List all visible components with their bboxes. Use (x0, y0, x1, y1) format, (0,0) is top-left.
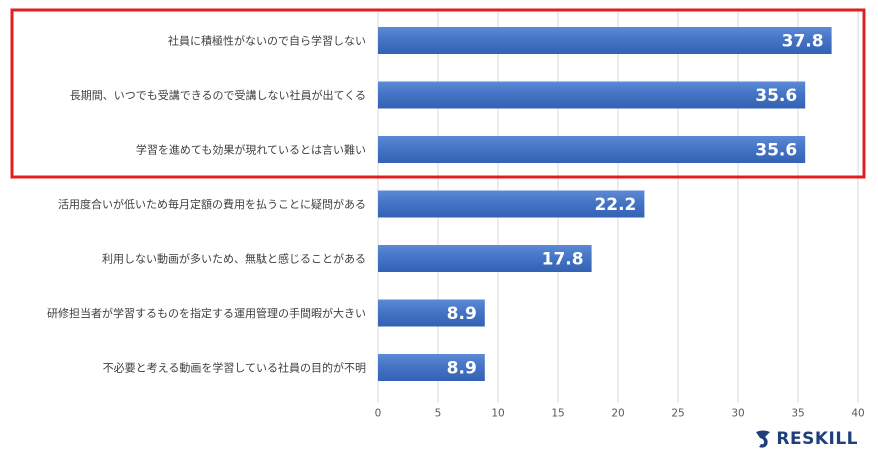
category-label: 不必要と考える動画を学習している社員の目的が不明 (103, 361, 366, 375)
category-labels: 社員に積極性がないので自ら学習しない長期間、いつでも受講できるので受講しない社員… (47, 34, 366, 375)
data-label: 35.6 (755, 141, 797, 161)
data-label: 8.9 (447, 304, 477, 324)
bar (378, 245, 592, 272)
bar (378, 136, 806, 163)
category-label: 学習を進めても効果が現れているとは言い難い (136, 143, 366, 157)
category-label: 活用度合いが低いため毎月定額の費用を払うことに疑問がある (58, 197, 366, 211)
data-label: 37.8 (782, 32, 824, 52)
category-label: 研修担当者が学習するものを指定する運用管理の手間暇が大きい (47, 306, 366, 320)
x-tick-label: 35 (791, 408, 804, 420)
data-label: 17.8 (542, 250, 584, 270)
bar (378, 354, 485, 381)
category-label: 社員に積極性がないので自ら学習しない (168, 34, 366, 48)
highlight-box (10, 8, 866, 179)
data-label: 8.9 (447, 359, 477, 379)
bars (378, 27, 832, 381)
x-tick-label: 10 (491, 408, 504, 420)
x-tick-label: 25 (671, 408, 684, 420)
x-tick-label: 15 (551, 408, 564, 420)
x-tick-label: 30 (731, 408, 744, 420)
bar (378, 27, 832, 54)
category-label: 長期間、いつでも受講できるので受講しない社員が出てくる (70, 88, 366, 102)
brand-logo: RESKILL (753, 428, 858, 450)
reskill-logo-icon (756, 430, 771, 448)
brand-name: RESKILL (776, 429, 858, 449)
data-labels: 37.8 35.6 35.6 22.2 17.8 8.9 8.9 (447, 32, 824, 379)
bar (378, 299, 485, 327)
data-label: 22.2 (594, 195, 636, 215)
category-label: 利用しない動画が多いため、無駄と感じることがある (102, 252, 366, 266)
x-tick-label: 5 (435, 408, 442, 420)
bar (378, 190, 645, 218)
x-axis-ticks: 0 5 10 15 20 25 30 35 40 (375, 408, 865, 420)
x-tick-label: 0 (375, 408, 382, 420)
x-tick-label: 20 (611, 408, 624, 420)
data-label: 35.6 (755, 86, 797, 106)
bar (378, 81, 806, 109)
x-tick-label: 40 (851, 408, 864, 420)
